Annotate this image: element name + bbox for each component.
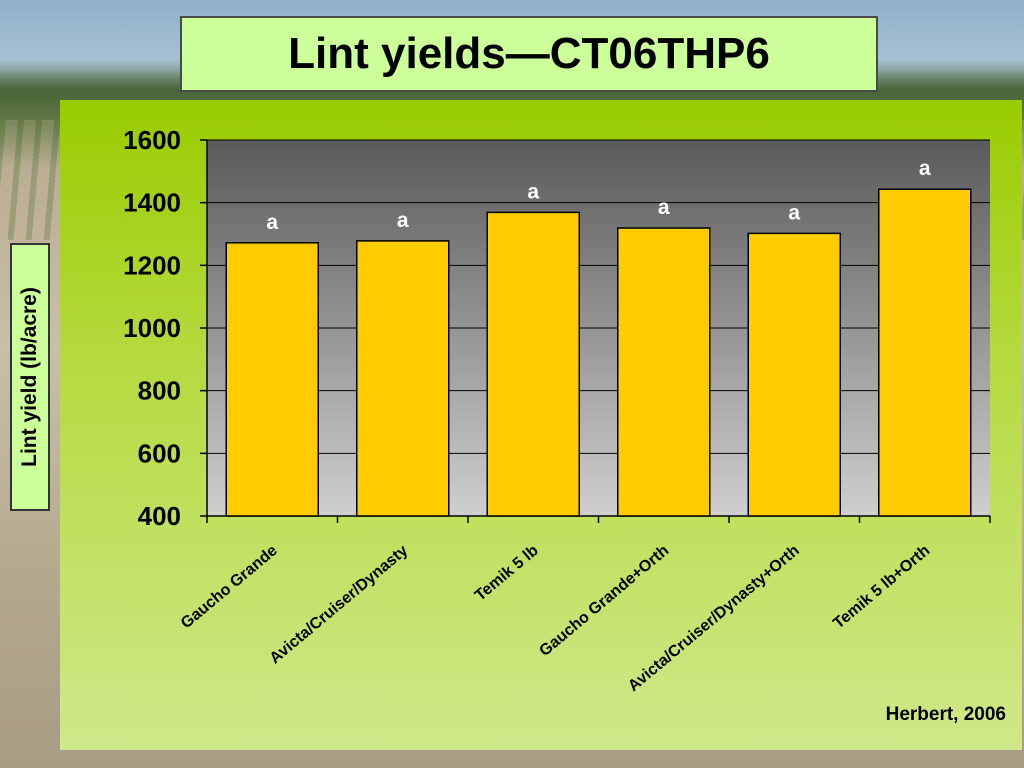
bar [617,227,711,517]
bar-annotation: a [788,201,800,224]
x-tick-label: Gaucho Grande [178,542,281,632]
bar-annotation: a [266,211,278,234]
y-tick-label: 600 [138,438,181,468]
y-tick-label: 800 [138,376,181,406]
bar-annotation: a [658,196,670,219]
y-tick-label: 1000 [123,313,181,343]
y-tick-label: 400 [138,501,181,531]
y-axis-label-box: Lint yield (lb/acre) [10,243,50,511]
x-tick-label: Gaucho Grande+Orth [536,542,672,660]
x-tick-label: Avicta/Cruiser/Dynasty [267,542,412,667]
bar [225,242,319,517]
credit-text: Herbert, 2006 [885,704,1006,725]
bar-annotation: a [527,180,539,203]
x-tick-label: Temik 5 lb [472,542,542,605]
bar [747,232,841,517]
y-axis-label: Lint yield (lb/acre) [18,287,41,467]
x-tick-label: Temik 5 lb+Orth [830,542,933,632]
slide-title: Lint yields—CT06THP6 [288,29,770,78]
title-box: Lint yields—CT06THP6 [180,16,878,92]
bar [486,211,580,517]
bar [356,240,450,517]
y-tick-label: 1400 [123,188,181,218]
y-tick-label: 1200 [123,250,181,280]
bar [878,188,972,517]
y-tick-label: 1600 [123,125,181,155]
bar-annotation: a [919,157,931,180]
bar-annotation: a [397,209,409,232]
